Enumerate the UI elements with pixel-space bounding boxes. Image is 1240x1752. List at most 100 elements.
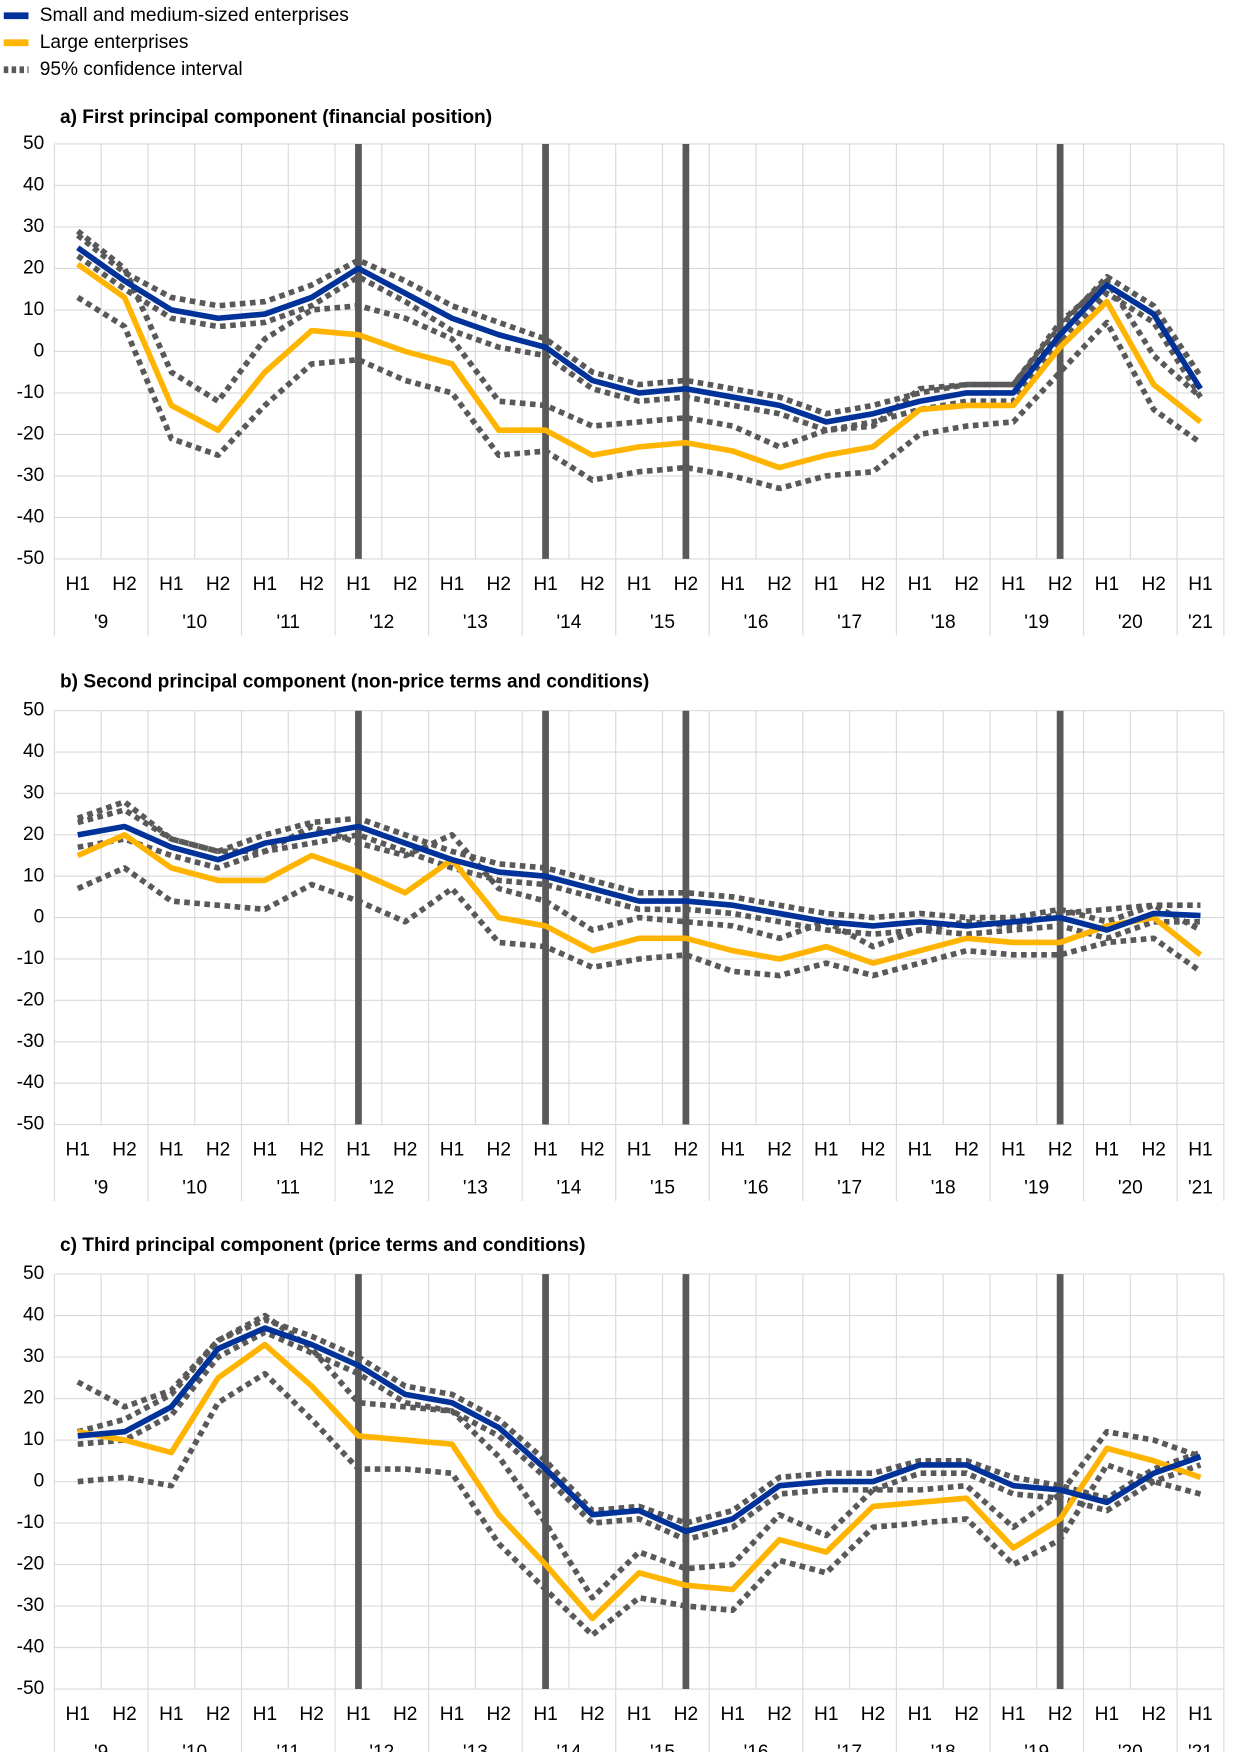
x-tick-label: H2 (674, 1704, 698, 1725)
year-label: '16 (744, 612, 769, 633)
confidence-line (76, 233, 1203, 417)
year-label: '12 (369, 1178, 394, 1199)
y-tick-label: -30 (17, 1595, 45, 1616)
x-tick-label: H2 (767, 1139, 791, 1160)
x-tick-label: H1 (253, 574, 277, 595)
legend-label: 95% confidence interval (40, 59, 243, 80)
series-line (76, 261, 1203, 471)
y-tick-label: -10 (17, 1512, 45, 1533)
x-tick-label: H2 (767, 574, 791, 595)
x-tick-label: H2 (1048, 1704, 1072, 1725)
year-label: '11 (277, 612, 301, 633)
x-tick-label: H1 (908, 1139, 932, 1160)
x-tick-label: H1 (533, 574, 557, 595)
x-tick-label: H2 (487, 574, 511, 595)
x-tick-label: H1 (1188, 574, 1212, 595)
series-line (76, 832, 1203, 966)
x-tick-label: H1 (814, 1704, 838, 1725)
year-label: '20 (1118, 1742, 1143, 1752)
x-tick-label: H1 (253, 1139, 277, 1160)
x-tick-label: H2 (1048, 574, 1072, 595)
x-tick-label: H1 (159, 1139, 183, 1160)
y-tick-label: 10 (23, 1429, 44, 1450)
year-label: '18 (931, 612, 956, 633)
x-tick-label: H2 (1141, 574, 1165, 595)
year-label: '10 (182, 1742, 207, 1752)
x-tick-label: H2 (674, 1139, 698, 1160)
x-tick-label: H2 (954, 1139, 978, 1160)
legend-label: Large enterprises (40, 32, 189, 53)
year-label: '19 (1024, 1178, 1049, 1199)
x-tick-label: H2 (487, 1704, 511, 1725)
x-tick-label: H2 (206, 1139, 230, 1160)
x-tick-label: H2 (206, 574, 230, 595)
year-label: '18 (931, 1178, 956, 1199)
x-tick-label: H1 (1001, 1139, 1025, 1160)
x-tick-label: H1 (346, 1704, 370, 1725)
series-line (76, 245, 1203, 425)
y-tick-label: 40 (23, 741, 44, 762)
x-tick-label: H2 (954, 1704, 978, 1725)
x-tick-label: H2 (580, 1139, 604, 1160)
year-label: '12 (369, 1742, 394, 1752)
x-tick-label: H2 (1141, 1704, 1165, 1725)
y-tick-label: -50 (17, 548, 45, 569)
year-label: '20 (1118, 612, 1143, 633)
year-label: '12 (369, 612, 394, 633)
x-tick-label: H1 (814, 1139, 838, 1160)
series-line (77, 1325, 1202, 1535)
chart-title: c) Third principal component (price term… (60, 1235, 586, 1256)
year-label: '9 (94, 1178, 108, 1199)
x-tick-label: H2 (1141, 1139, 1165, 1160)
series-line (77, 823, 1201, 933)
year-label: '11 (277, 1742, 301, 1752)
year-label: '16 (744, 1742, 769, 1752)
x-tick-label: H1 (1095, 1704, 1119, 1725)
y-tick-label: 0 (34, 907, 45, 928)
y-tick-label: 20 (23, 824, 44, 845)
year-label: '9 (94, 612, 108, 633)
x-tick-label: H1 (627, 1139, 651, 1160)
x-tick-label: H1 (720, 1139, 744, 1160)
x-tick-label: H1 (66, 574, 90, 595)
x-tick-label: H1 (1095, 574, 1119, 595)
year-label: '14 (556, 1178, 581, 1199)
y-tick-label: 20 (23, 257, 44, 278)
year-label: '20 (1118, 1178, 1143, 1199)
year-label: '10 (182, 1178, 207, 1199)
year-label: '21 (1188, 1742, 1213, 1752)
y-tick-label: -30 (17, 1031, 45, 1052)
y-tick-label: -40 (17, 1072, 45, 1093)
x-tick-label: H1 (159, 574, 183, 595)
year-label: '19 (1024, 1742, 1049, 1752)
x-tick-label: H1 (533, 1704, 557, 1725)
x-tick-label: H2 (299, 1139, 323, 1160)
x-tick-label: H1 (814, 574, 838, 595)
y-tick-label: -40 (17, 506, 45, 527)
y-tick-label: 50 (23, 1263, 44, 1284)
x-tick-label: H2 (299, 1704, 323, 1725)
confidence-line (77, 1329, 1202, 1543)
y-tick-label: 40 (23, 174, 44, 195)
x-tick-label: H2 (861, 574, 885, 595)
chart-title: a) First principal component (financial … (60, 107, 492, 128)
x-tick-label: H1 (627, 574, 651, 595)
year-label: '16 (744, 1178, 769, 1199)
x-tick-label: H2 (299, 574, 323, 595)
y-tick-label: 10 (23, 865, 44, 886)
y-tick-label: -50 (17, 1678, 45, 1699)
x-tick-label: H1 (533, 1139, 557, 1160)
y-tick-label: -50 (17, 1114, 45, 1135)
y-tick-label: 0 (34, 1471, 45, 1492)
year-label: '14 (556, 1742, 581, 1752)
year-label: '21 (1188, 1178, 1213, 1199)
year-label: '14 (556, 612, 581, 633)
x-tick-label: H2 (487, 1139, 511, 1160)
x-tick-label: H2 (861, 1704, 885, 1725)
x-tick-label: H2 (393, 1139, 417, 1160)
year-label: '19 (1024, 612, 1049, 633)
y-tick-label: -10 (17, 948, 45, 969)
x-tick-label: H2 (1048, 1139, 1072, 1160)
